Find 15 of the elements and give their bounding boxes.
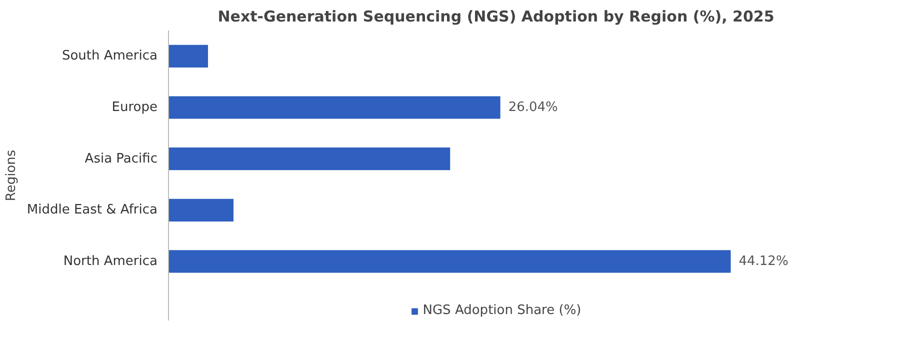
data-label: 26.04% bbox=[508, 100, 558, 115]
y-axis-title: Regions bbox=[4, 150, 19, 202]
bar bbox=[168, 198, 234, 222]
bar bbox=[168, 44, 208, 68]
data-label: 44.12% bbox=[738, 254, 788, 269]
y-tick-label: Middle East & Africa bbox=[26, 202, 158, 218]
bar bbox=[168, 148, 450, 170]
y-tick-label: North America bbox=[63, 254, 158, 269]
y-tick-label: Europe bbox=[112, 100, 158, 115]
legend-label: NGS Adoption Share (%) bbox=[422, 303, 582, 318]
y-tick-label: South America bbox=[62, 48, 158, 64]
bar bbox=[168, 96, 500, 119]
bar bbox=[168, 250, 731, 273]
chart-title: Next-Generation Sequencing (NGS) Adoption by Region (%), 2025 bbox=[218, 8, 774, 26]
y-tick-label: Asia Pacific bbox=[84, 151, 158, 166]
